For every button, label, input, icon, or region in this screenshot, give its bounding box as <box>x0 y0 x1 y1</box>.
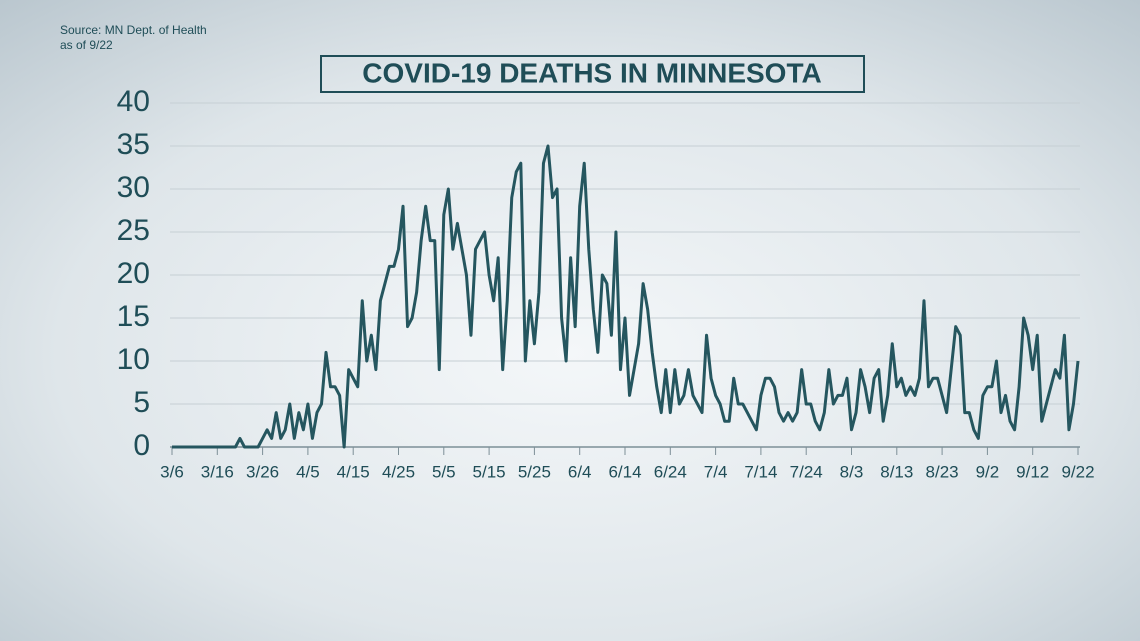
y-tick-label: 35 <box>117 128 150 161</box>
x-tick-label: 7/24 <box>790 462 823 481</box>
x-tick-label: 7/14 <box>744 462 777 481</box>
x-tick-label: 4/25 <box>382 462 415 481</box>
x-tick-label: 6/4 <box>568 462 592 481</box>
y-tick-label: 15 <box>117 300 150 333</box>
y-tick-label: 25 <box>117 214 150 247</box>
y-tick-label: 30 <box>117 171 150 204</box>
x-tick-label: 8/13 <box>880 462 913 481</box>
y-tick-label: 20 <box>117 257 150 290</box>
x-tick-label: 9/2 <box>976 462 1000 481</box>
line <box>172 144 1080 449</box>
x-tick-label: 3/16 <box>201 462 234 481</box>
x-tick-label: 8/23 <box>926 462 959 481</box>
x-tick-label: 5/25 <box>518 462 551 481</box>
x-tick-label: 8/3 <box>840 462 864 481</box>
x-tick-label: 7/4 <box>704 462 728 481</box>
y-tick-label: 5 <box>133 386 150 419</box>
x-tick-label: 9/22 <box>1061 462 1094 481</box>
date-note: as of 9/22 <box>60 38 113 52</box>
y-tick-label: 0 <box>133 429 150 462</box>
source: Source: MN Dept. of Health <box>60 23 207 37</box>
x-tick-label: 9/12 <box>1016 462 1049 481</box>
x-tick-label: 4/5 <box>296 462 320 481</box>
y-tick-label: 10 <box>117 343 150 376</box>
chart-title: COVID-19 DEATHS IN MINNESOTA <box>362 57 821 88</box>
x-tick-label: 6/14 <box>608 462 641 481</box>
x-tick-label: 3/6 <box>160 462 184 481</box>
x-tick-label: 3/26 <box>246 462 279 481</box>
x-tick-label: 4/15 <box>337 462 370 481</box>
title-box <box>320 55 865 93</box>
y-tick-label: 40 <box>117 85 150 118</box>
x-tick-label: 6/24 <box>654 462 687 481</box>
x-tick-label: 5/15 <box>473 462 506 481</box>
x-tick-label: 5/5 <box>432 462 456 481</box>
